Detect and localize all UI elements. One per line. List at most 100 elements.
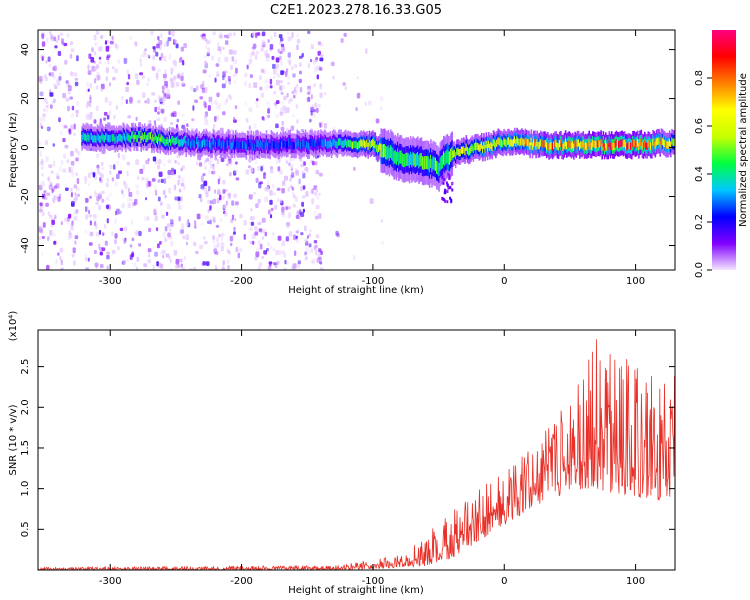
speckle-1375 <box>285 68 289 72</box>
speckle-452 <box>119 227 124 232</box>
speckle-28 <box>51 72 55 77</box>
speckle-653 <box>166 94 171 99</box>
speckle-524 <box>160 263 164 269</box>
speckle-1058 <box>281 240 285 247</box>
ridge-cell-1214 <box>558 140 561 148</box>
speckle-557 <box>159 44 162 51</box>
speckle-1155 <box>320 250 323 255</box>
speckle-234 <box>87 70 92 75</box>
speckle-121 <box>75 109 79 114</box>
speckle-641 <box>157 179 161 183</box>
speckle-875 <box>219 127 224 133</box>
speckle-1188 <box>311 188 314 195</box>
ridge-cell-5 <box>82 131 85 140</box>
speckle-494 <box>111 35 114 40</box>
ridge-tail-29 <box>442 197 445 201</box>
speckle-189 <box>52 160 56 167</box>
ridge-cell-674 <box>346 140 348 148</box>
speckle-1351 <box>279 37 284 42</box>
speckle-1399 <box>300 232 304 236</box>
speckle-972 <box>234 169 238 173</box>
speckle-1408 <box>253 43 257 49</box>
snr-y-ticks: 0.51.01.52.02.5 <box>20 359 675 537</box>
speckle-1396 <box>281 211 285 215</box>
ridge-cell-1421 <box>640 138 643 146</box>
speckle-637 <box>169 268 173 270</box>
speckle-1217 <box>262 69 266 75</box>
ridge-cell-287 <box>193 140 196 148</box>
speckle-25 <box>49 184 53 188</box>
speckle-1235 <box>317 41 322 46</box>
ridge-cell-215 <box>165 139 167 147</box>
speckle-541 <box>169 259 173 264</box>
speckle-59 <box>59 166 62 172</box>
speckle-383 <box>120 102 123 106</box>
ridge-cell-131 <box>132 131 134 139</box>
ridge-cell-1475 <box>661 137 664 145</box>
speckle-1336 <box>273 192 276 196</box>
ridge-cell-1460 <box>655 138 658 146</box>
speckle-636 <box>170 82 175 88</box>
speckle-233 <box>96 153 100 159</box>
speckle-1015 <box>253 191 256 195</box>
ridge-cell-1463 <box>657 137 659 145</box>
ridge-cell-62 <box>105 132 107 140</box>
ridge-cell-752 <box>376 146 379 154</box>
ridge-cell-647 <box>335 140 338 149</box>
speckle-552 <box>161 111 165 115</box>
ridge-cell-731 <box>368 139 371 147</box>
speckle-175 <box>66 159 70 164</box>
speckle-334 <box>86 81 89 88</box>
speckle-1151 <box>306 97 310 103</box>
ridge-cell-542 <box>294 142 296 150</box>
speckle-226 <box>100 190 105 194</box>
speckle-1276 <box>280 43 285 48</box>
ridge-cell-560 <box>301 141 303 149</box>
speckle-1129 <box>306 235 309 239</box>
speckle-550 <box>178 205 182 210</box>
speckle-401 <box>125 99 128 104</box>
speckle-1362 <box>291 187 295 191</box>
ridge-cell-35 <box>94 135 96 143</box>
colorbar-tick-label-2: 0.4 <box>694 166 705 182</box>
speckle-124 <box>68 232 73 239</box>
speckle-1397 <box>282 84 285 90</box>
ridge-cell-1343 <box>609 142 612 150</box>
speckle-968 <box>201 177 204 183</box>
speckle-1035 <box>269 85 273 89</box>
speckle-350 <box>98 192 102 199</box>
speckle-506 <box>127 202 131 209</box>
speckle-1251 <box>289 157 292 162</box>
ridge-cell-44 <box>97 134 100 142</box>
ridge-cell-104 <box>121 135 124 143</box>
speckle-797 <box>204 119 209 126</box>
ridge-cell-470 <box>265 138 268 147</box>
ridge-cell-1118 <box>521 136 523 145</box>
speckle-1248 <box>255 203 259 209</box>
speckle-3 <box>41 33 45 40</box>
ridge-cell-1013 <box>479 143 482 151</box>
ridge-cell-833 <box>408 154 411 168</box>
snr-xtick-label-0: 0 <box>501 576 507 587</box>
speckle-931 <box>205 44 208 49</box>
speckle-113 <box>60 160 64 166</box>
ridge-cell-101 <box>120 134 122 142</box>
speckle-307 <box>106 54 111 58</box>
speckle-285 <box>98 243 101 250</box>
speckle-219 <box>94 214 99 218</box>
speckle-769 <box>230 129 234 133</box>
speckle-257 <box>95 201 99 205</box>
speckle-721 <box>199 244 203 250</box>
speckle-1323 <box>255 251 260 258</box>
ridge-cell-26 <box>90 132 93 140</box>
speckle-419 <box>123 58 128 64</box>
ridge-cell-1430 <box>644 140 646 148</box>
speckle-335 <box>100 87 103 92</box>
speckle-722 <box>183 256 187 261</box>
speckle-1000 <box>256 103 259 108</box>
ridge-cell-755 <box>378 144 380 152</box>
ridge-cell-443 <box>255 141 257 149</box>
ridge-cell-707 <box>359 140 361 148</box>
speckle-103 <box>71 171 75 177</box>
